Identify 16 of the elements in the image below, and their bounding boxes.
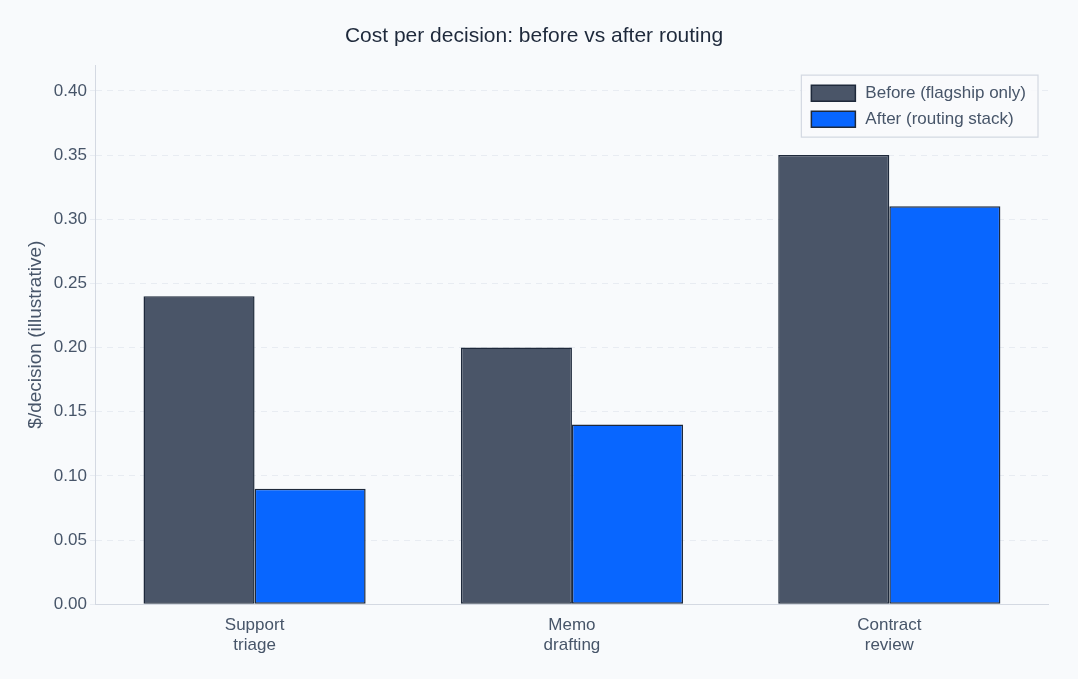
chart-title: Cost per decision: before vs after routing xyxy=(344,23,724,47)
y-tick-label: 0.15 xyxy=(53,401,87,421)
y-tick-label: 0.30 xyxy=(53,208,87,228)
y-tick-label: 0.20 xyxy=(53,337,87,357)
legend-label: Before (flagship only) xyxy=(865,82,1026,102)
y-tick-label: 0.40 xyxy=(53,80,87,100)
y-tick-label: 0.00 xyxy=(53,593,87,613)
y-axis-title: $/decision (illustrative) xyxy=(23,240,45,429)
x-tick-label: Memo drafting xyxy=(543,615,601,655)
y-tick-label: 0.35 xyxy=(53,144,87,164)
legend-label: After (routing stack) xyxy=(865,108,1014,128)
x-tick-label: Support triage xyxy=(224,615,285,655)
y-tick-label: 0.05 xyxy=(53,529,87,549)
y-tick-label: 0.25 xyxy=(53,273,87,293)
x-tick-label: Contract review xyxy=(857,615,922,655)
y-tick-label: 0.10 xyxy=(53,465,87,485)
